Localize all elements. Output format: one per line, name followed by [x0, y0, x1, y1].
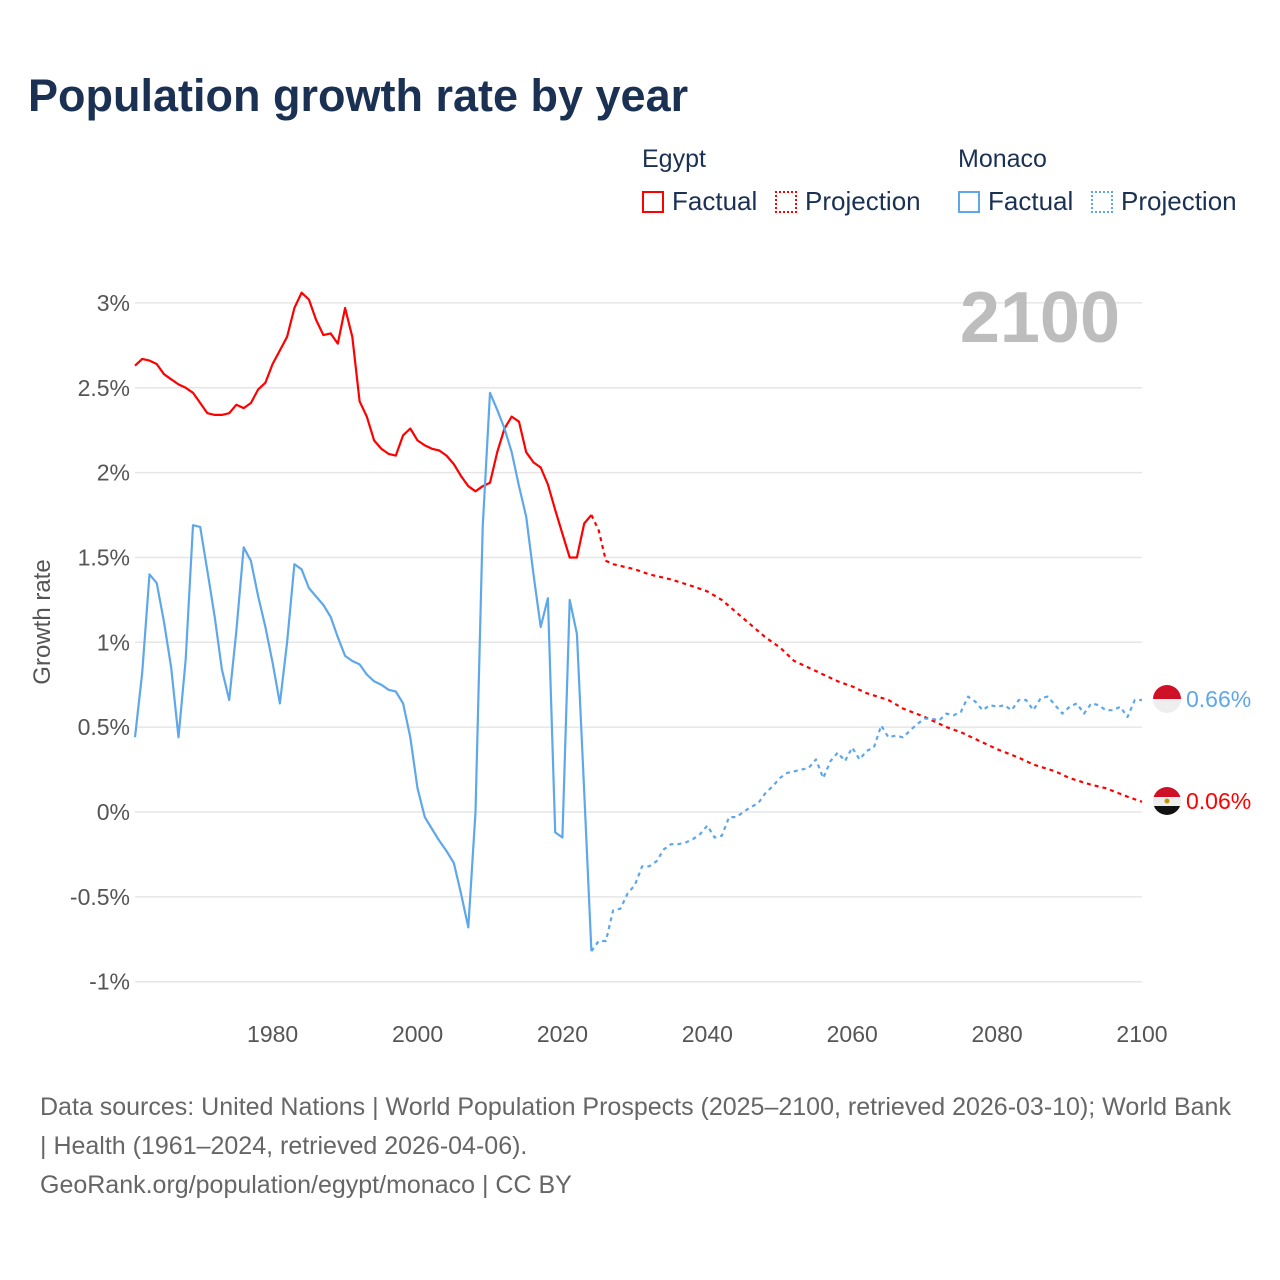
legend-egypt-factual[interactable]: Factual	[642, 186, 757, 217]
page-title: Population growth rate by year	[28, 70, 689, 121]
legend-monaco-projection[interactable]: Projection	[1091, 186, 1237, 217]
legend-swatch-solid-icon	[958, 190, 980, 213]
y-tick-label: 1.5%	[78, 544, 130, 570]
legend-group-egypt: Egypt	[642, 145, 706, 173]
legend-swatch-solid-icon	[642, 190, 664, 213]
series-line-egypt-projection	[590, 514, 1143, 803]
footer: Data sources: United Nations | World Pop…	[40, 1088, 1240, 1205]
legend-swatch-dotted-icon	[775, 190, 797, 213]
series-line-monaco-projection	[590, 695, 1142, 952]
y-tick-label: 2%	[97, 460, 130, 486]
y-tick-label: 2.5%	[78, 375, 130, 401]
legend-swatch-dotted-icon	[1091, 190, 1113, 213]
legend-label: Projection	[1121, 186, 1237, 216]
x-tick-label: 2060	[827, 1021, 878, 1047]
y-tick-label: 0.5%	[78, 714, 130, 740]
credit-link[interactable]: GeoRank.org/population/egypt/monaco | CC…	[40, 1171, 572, 1199]
monaco-flag-icon	[1153, 685, 1181, 713]
legend-monaco-factual[interactable]: Factual	[958, 186, 1073, 217]
x-tick-label: 2080	[972, 1021, 1023, 1047]
x-tick-label: 1980	[247, 1021, 298, 1047]
x-tick-label: 2000	[392, 1021, 443, 1047]
legend-label: Factual	[672, 186, 758, 216]
x-tick-label: 2040	[682, 1021, 733, 1047]
y-tick-label: 0%	[97, 799, 130, 825]
egypt-flag-icon	[1153, 787, 1181, 815]
y-tick-label: -0.5%	[70, 884, 130, 910]
monaco-end-value-label: 0.66%	[1186, 686, 1251, 712]
series-line-monaco-factual	[133, 391, 593, 952]
y-tick-label: -1%	[89, 969, 130, 995]
legend-label: Factual	[988, 186, 1074, 216]
x-tick-label: 2020	[537, 1021, 588, 1047]
legend-egypt-projection[interactable]: Projection	[775, 186, 921, 217]
series-line-egypt-factual	[134, 291, 593, 559]
x-tick-label: 2100	[1116, 1021, 1167, 1047]
data-sources-text: Data sources: United Nations | World Pop…	[40, 1093, 1231, 1160]
y-tick-label: 1%	[97, 629, 130, 655]
legend-label: Projection	[805, 186, 921, 216]
egypt-end-value-label: 0.06%	[1186, 788, 1251, 814]
y-axis-label: Growth rate	[29, 559, 56, 684]
y-tick-label: 3%	[97, 290, 130, 316]
legend-group-monaco: Monaco	[958, 145, 1047, 173]
current-year-label: 2100	[960, 278, 1120, 358]
